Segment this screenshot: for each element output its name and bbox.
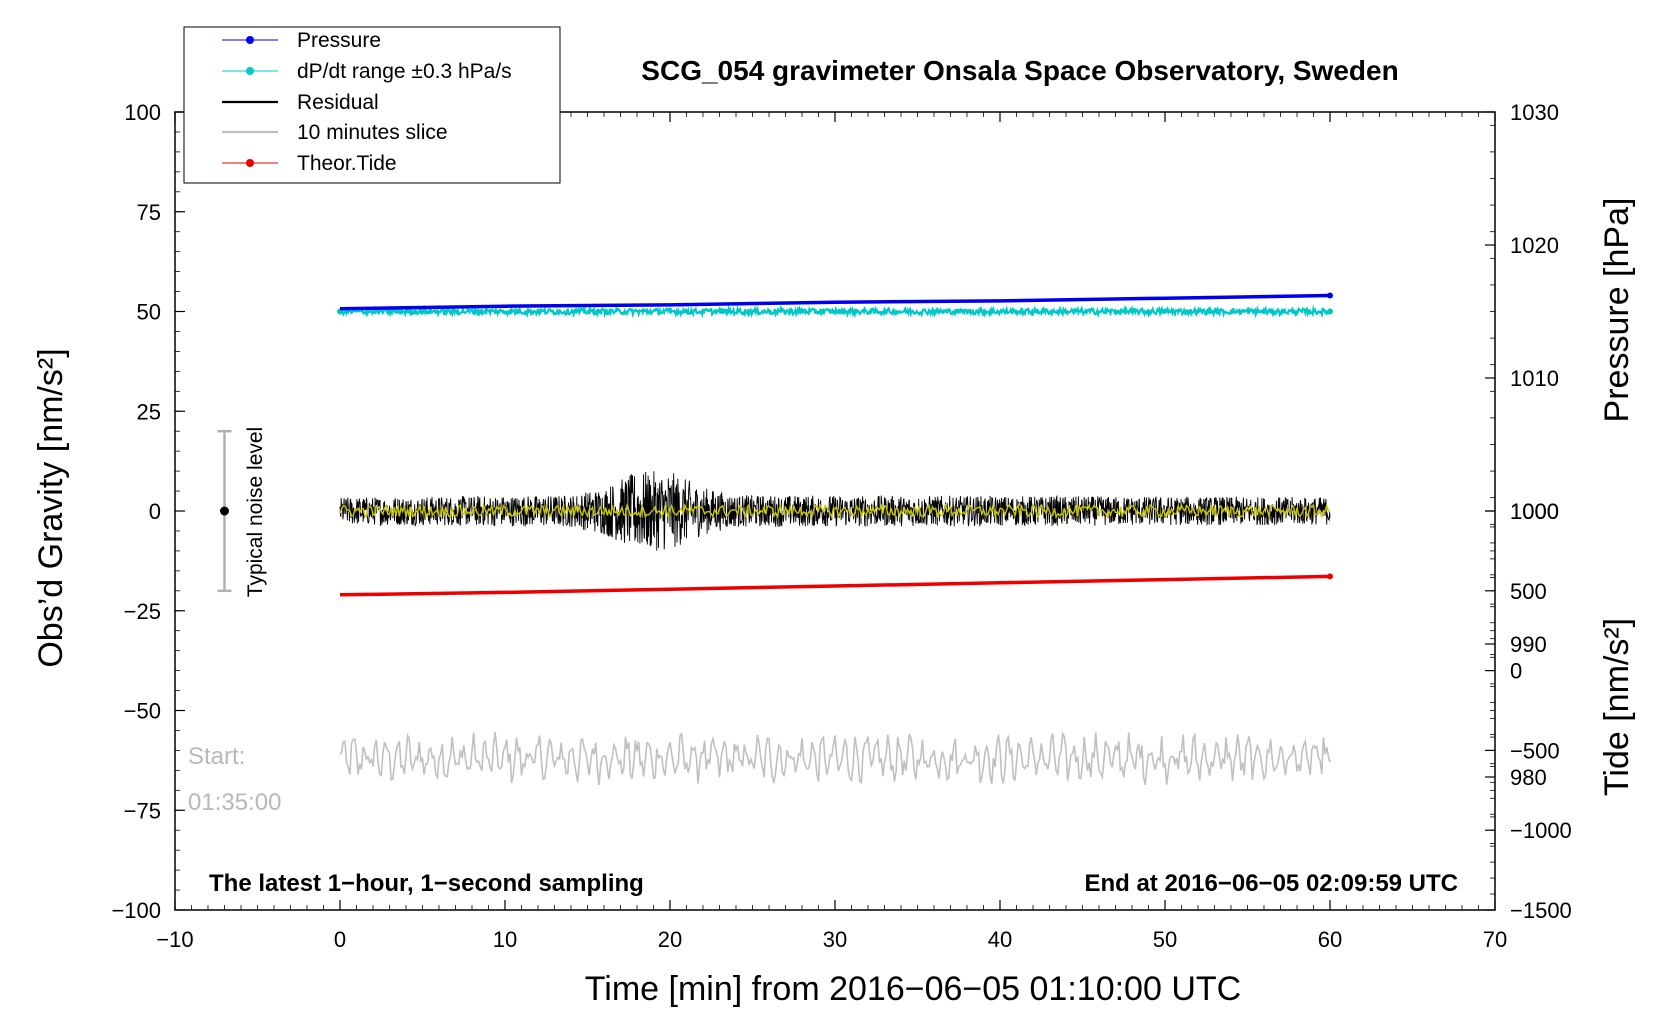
y-axis-ticks: 100 75 50 25 0 −25 −50 −75 −100 [111,100,185,923]
legend-item-residual: Residual [222,91,379,114]
x-axis-ticks: −10 0 10 20 30 40 50 60 70 [156,112,1507,952]
x-tick-label: 20 [658,927,682,952]
series-10-minutes-slice [339,731,1331,786]
pressure-tick-label: 1010 [1510,366,1559,391]
legend-label: Residual [297,91,379,114]
y-tick-label: 25 [137,399,161,424]
y-tick-label: 0 [149,499,161,524]
noise-bar-center-dot [220,506,229,516]
legend-swatch-dot [246,159,254,167]
tide-tick-label: 0 [1510,659,1522,684]
x-tick-label: 40 [988,927,1012,952]
y-tick-label: −100 [111,898,161,923]
pressure-tick-label: 1030 [1510,100,1559,125]
x-tick-label: 10 [493,927,517,952]
y-tick-label: 75 [137,200,161,225]
x-tick-label: −10 [156,927,193,952]
start-time: 01:35:00 [188,789,281,816]
tide-tick-label: −500 [1510,738,1560,763]
tide-tick-label: −1500 [1510,898,1572,923]
y-tick-label: −50 [124,699,161,724]
y-tick-label: 100 [124,100,161,125]
series-residual-smoothed [339,502,1331,520]
x-axis-label: Time [min] from 2016−06−05 01:10:00 UTC [585,970,1241,1008]
x-tick-label: 0 [334,927,346,952]
y-axis-label-left: Obs’d Gravity [nm/s²] [32,348,70,667]
series-dpdt-range [338,304,1331,319]
noise-level-label: Typical noise level [244,427,267,597]
pressure-tick-label: 980 [1510,765,1547,790]
pressure-tick-label: 990 [1510,632,1547,657]
y-tick-label: −75 [124,798,161,823]
tide-tick-label: −1000 [1510,818,1572,843]
noise-bar [217,429,232,593]
pressure-tick-label: 1020 [1510,233,1559,258]
legend: Pressure dP/dt range ±0.3 hPa/s Residual… [183,26,561,184]
series-tide-end-point [1327,573,1333,580]
legend-box [183,26,561,184]
chart-title: SCG_054 gravimeter Onsala Space Observat… [641,55,1398,86]
series-layer [337,292,1333,786]
series-pressure-end-point [1327,292,1333,299]
x-tick-label: 30 [823,927,847,952]
legend-item-slice: 10 minutes slice [222,121,448,144]
pressure-tick-label: 1000 [1510,499,1559,524]
sampling-note: The latest 1−hour, 1−second sampling [209,870,644,897]
legend-item-dpdt: dP/dt range ±0.3 hPa/s [222,60,512,83]
pressure-axis-label: Pressure [hPa] [1598,198,1636,423]
tide-tick-label: 1000 [1510,499,1559,524]
legend-item-pressure: Pressure [222,29,381,52]
x-tick-label: 60 [1318,927,1342,952]
y-tick-label: 50 [137,300,161,325]
series-residual [339,471,1331,551]
x-tick-label: 50 [1153,927,1177,952]
series-dpdt-end-point [1327,308,1333,315]
legend-label: Pressure [297,29,381,52]
tide-axis-label: Tide [nm/s²] [1598,618,1636,796]
legend-swatch-dot [246,67,254,75]
pressure-axis-ticks: 1030 1020 1010 1000 990 980 [1485,100,1559,844]
plot-area: −10 0 10 20 30 40 50 60 70 1007550250−25−50−75−1… [111,100,1571,952]
tide-tick-label: 500 [1510,579,1547,604]
legend-label: Theor.Tide [297,152,397,175]
legend-label: dP/dt range ±0.3 hPa/s [297,60,512,83]
end-time-note: End at 2016−06−05 02:09:59 UTC [1084,870,1458,897]
legend-swatch-dot [246,36,254,44]
series-pressure [339,293,1331,311]
start-label: Start: [188,743,245,770]
legend-label: 10 minutes slice [297,121,448,144]
y-tick-label: −25 [124,599,161,624]
tide-axis-ticks: 1000 500 0 −500 −1000 −1500 [1485,499,1572,923]
series-theor-tide [339,574,1331,597]
legend-item-tide: Theor.Tide [222,152,397,175]
x-tick-label: 70 [1483,927,1507,952]
